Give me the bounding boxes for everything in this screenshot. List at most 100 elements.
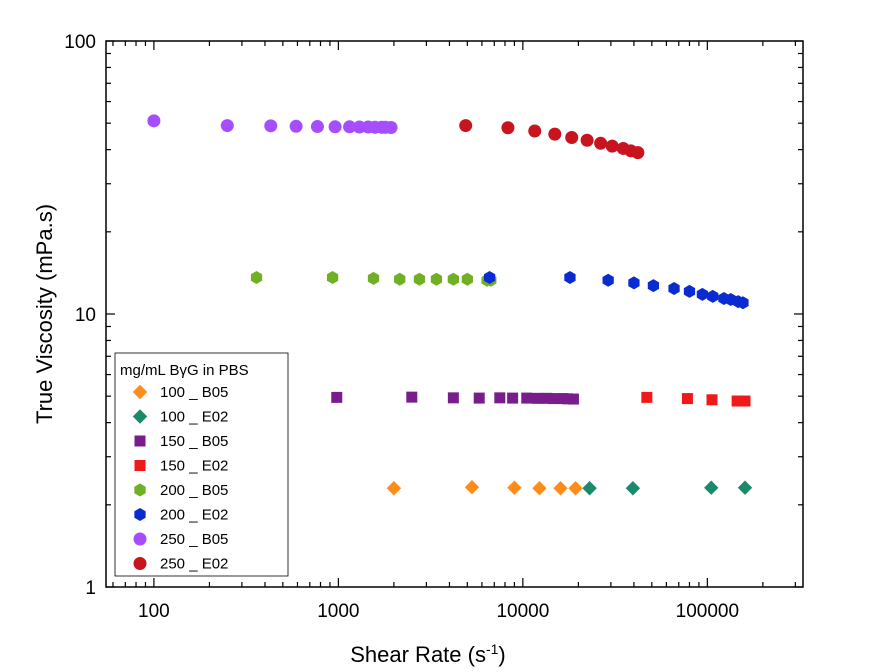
y-tick-label: 1 [85,578,96,599]
series-100-e02 [582,480,753,496]
data-point [683,284,696,298]
data-point [565,131,579,145]
series-250-e02 [459,119,645,160]
data-point [605,139,619,153]
y-axis-tick-labels: 1 10 100 [64,32,96,599]
data-point [331,391,343,403]
data-point [461,272,473,286]
series-250-b05 [147,114,398,135]
data-point [447,392,459,404]
legend-marker [134,483,146,497]
data-point [394,272,406,286]
legend-label: 150 _ B05 [160,433,228,450]
legend-item: 250 _ B05 [133,531,228,548]
data-point [507,392,519,404]
legend-item: 150 _ E02 [134,458,228,475]
data-point [464,480,480,495]
legend-label: 100 _ B05 [160,384,228,401]
data-point [384,121,398,135]
legend-marker [134,435,146,447]
series-150-b05 [331,391,579,405]
data-point [430,272,443,286]
data-point [641,391,653,403]
data-point [628,276,640,290]
data-point [737,296,749,310]
legend-item: 200 _ B05 [134,482,228,499]
legend-label: 150 _ E02 [160,458,228,475]
data-point [681,393,693,405]
data-point [413,272,426,286]
x-axis-tick-labels: 100 1000 10000 100000 [138,601,739,622]
data-point [668,281,680,295]
data-point [568,481,583,496]
data-point [367,271,380,285]
data-point [647,279,660,293]
legend-label: 250 _ E02 [160,556,228,573]
data-point [602,273,614,287]
series-200-e02 [483,271,749,310]
legend-items: 100 _ B05 100 _ E02 150 _ B05 150 _ E02 200 … [132,384,228,573]
x-tick-label: 10000 [496,601,549,622]
data-point [548,127,562,141]
data-point [507,480,522,495]
legend-label: 100 _ E02 [160,409,228,426]
legend-marker [132,384,148,400]
x-axis-title: Shear Rate (s-1) [350,641,506,667]
data-point [343,120,357,134]
data-point [220,119,234,133]
data-point [328,120,342,134]
data-point [531,392,543,404]
x-tick-label: 1000 [317,601,359,622]
data-point [582,481,597,496]
data-series [147,114,753,496]
data-point [631,146,645,160]
data-point [528,124,542,138]
data-point [532,481,547,496]
legend-title: mg/mL BγG in PBS [120,362,249,379]
legend-marker [134,460,146,471]
legend-label: 200 _ B05 [160,482,228,499]
legend-label: 250 _ B05 [160,531,228,548]
data-point [739,395,751,407]
legend-item: 250 _ E02 [133,556,228,573]
data-point [501,121,515,135]
x-tick-label: 100 [138,601,170,622]
data-point [250,271,263,285]
data-point [406,391,418,403]
y-axis-title: True Viscosity (mPa.s) [32,204,57,424]
legend-marker [133,557,147,570]
data-point [706,394,718,406]
legend-item: 200 _ E02 [134,507,228,524]
legend-marker [132,409,148,424]
y-tick-label: 100 [64,32,96,53]
data-point [625,481,641,496]
data-point [459,119,473,133]
data-point [567,393,579,405]
data-point [521,392,533,404]
data-point [564,271,576,285]
y-tick-label: 10 [75,305,96,326]
series-150-e02 [641,391,751,407]
data-point [494,392,506,404]
legend-item: 150 _ B05 [134,433,228,450]
data-point [473,392,485,404]
legend-label: 200 _ E02 [160,507,228,524]
y-axis-ticks [106,40,803,588]
legend-marker [133,532,147,546]
data-point [447,272,459,286]
data-point [696,287,709,301]
data-point [737,480,753,495]
data-point [147,114,161,128]
x-tick-label: 100000 [676,601,739,622]
data-point [386,481,402,496]
data-point [483,271,496,285]
data-point [704,480,719,495]
data-point [326,271,339,285]
data-point [289,119,303,133]
data-point [310,120,324,134]
series-100-b05 [386,480,583,496]
legend: mg/mL BγG in PBS 100 _ B05 100 _ E02 150 _… [114,352,289,577]
legend-marker [134,508,146,521]
data-point [553,481,568,496]
